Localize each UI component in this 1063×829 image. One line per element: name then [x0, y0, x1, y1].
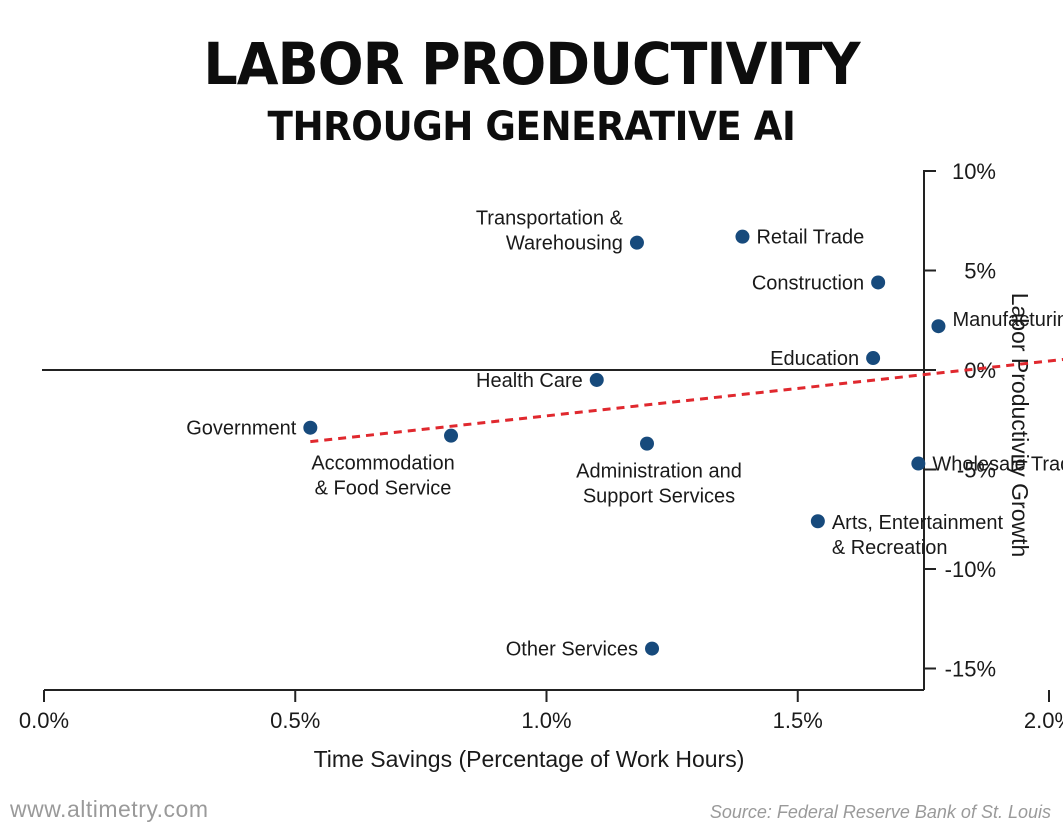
- point-label: Other Services: [506, 639, 638, 661]
- x-tick-label: 0.0%: [19, 708, 69, 733]
- data-point: [444, 428, 459, 443]
- chart-subtitle: THROUGH GENERATIVE AI: [267, 104, 796, 150]
- point-label: & Food Service: [315, 478, 452, 500]
- point-label: Transportation &: [476, 208, 624, 230]
- source-label: Source: Federal Reserve Bank of St. Loui…: [709, 802, 1051, 822]
- trendline: [310, 357, 1063, 444]
- point-label: Government: [186, 418, 296, 440]
- point-label: Arts, Entertainment: [832, 512, 1004, 534]
- x-axis-label: Time Savings (Percentage of Work Hours): [314, 746, 745, 772]
- data-point: [640, 436, 654, 451]
- website-label: www.altimetry.com: [10, 796, 209, 822]
- point-label: Wholesale Trade: [932, 454, 1063, 476]
- point-label: Construction: [752, 272, 864, 294]
- y-tick-label: 10%: [952, 159, 996, 184]
- x-tick-label: 1.0%: [521, 708, 571, 733]
- x-tick-label: 1.5%: [773, 708, 823, 733]
- point-label: Administration and: [576, 461, 742, 483]
- point-label: Education: [770, 348, 859, 370]
- point-label: & Recreation: [832, 537, 948, 559]
- data-point: [735, 229, 750, 244]
- data-point: [645, 641, 660, 656]
- point-label: Support Services: [583, 486, 735, 508]
- x-tick-label: 0.5%: [270, 708, 320, 733]
- point-label: Accommodation: [311, 453, 454, 475]
- data-point: [589, 372, 604, 387]
- data-point: [810, 514, 825, 529]
- x-tick-label: 2.0%: [1024, 708, 1063, 733]
- point-label: Retail Trade: [756, 227, 864, 249]
- data-point: [911, 456, 926, 471]
- data-point: [871, 275, 886, 290]
- y-tick-label: -10%: [945, 557, 996, 582]
- y-tick-label: 5%: [964, 259, 996, 284]
- y-tick-label: -5%: [957, 458, 996, 483]
- point-label: Health Care: [476, 370, 583, 392]
- data-point: [866, 351, 881, 366]
- point-label: Manufacturing: [952, 309, 1063, 331]
- chart-title: LABOR PRODUCTIVITY: [203, 30, 860, 98]
- y-tick-label: -15%: [945, 657, 996, 682]
- y-axis-label: Labor Productivity Growth: [1007, 293, 1033, 558]
- data-point: [303, 420, 318, 435]
- point-label: Warehousing: [506, 233, 623, 255]
- data-point: [931, 319, 946, 334]
- data-point: [629, 235, 644, 250]
